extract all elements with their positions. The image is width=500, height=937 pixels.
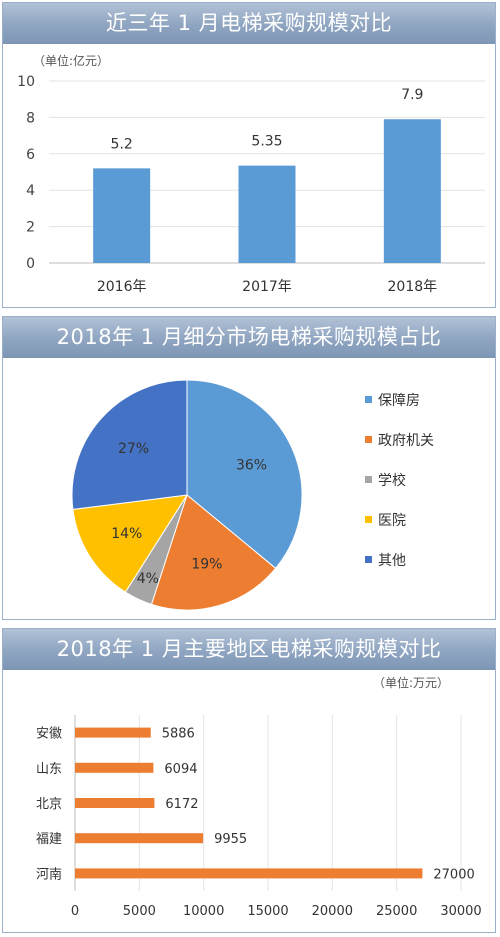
y-tick-label: 8 <box>26 110 35 126</box>
hbar-chart-regions: （单位:万元） 0 5000 10000 15000 20000 25000 30000 安徽 5… <box>36 675 482 919</box>
pie-slice-label: 4% <box>137 571 159 587</box>
bar-value-label: 5.2 <box>111 136 133 152</box>
x-tick-label: 2018年 <box>388 279 438 295</box>
legend-swatch <box>365 556 372 563</box>
legend-label: 学校 <box>378 472 406 489</box>
pie-slice-label: 14% <box>111 526 142 542</box>
pie-slice-政府机关 <box>150 494 277 611</box>
x-tick-label: 10000 <box>183 904 224 919</box>
chart-panel-regions: 2018年 1 月主要地区电梯采购规模对比 （单位:万元） 0 5000 10000 1… <box>2 628 496 933</box>
pie-slice-label: 36% <box>236 458 267 474</box>
y-tick-label: 4 <box>26 183 35 199</box>
legend-swatch <box>365 476 372 483</box>
legend-label: 保障房 <box>378 393 420 409</box>
legend-swatch <box>365 396 372 403</box>
y-tick-label: 河南 <box>36 866 62 882</box>
x-tick-label: 15000 <box>247 904 288 919</box>
chart-title-segments: 2018年 1 月细分市场电梯采购规模占比 <box>3 317 495 358</box>
x-tick-label: 25000 <box>376 904 417 919</box>
legend-label: 政府机关 <box>378 433 434 449</box>
bar-2018年 <box>383 119 441 263</box>
chart-panel-annual: 近三年 1 月电梯采购规模对比 （单位:亿元） 0 2 4 6 8 10 5.2 2016年 5.… <box>2 2 496 308</box>
x-tick-label: 20000 <box>312 904 353 919</box>
y-tick-label: 6 <box>26 147 35 163</box>
legend-label: 其他 <box>378 553 406 569</box>
chart-panel-segments: 2018年 1 月细分市场电梯采购规模占比 36% 19% 4% 14% 27% 保障房政… <box>2 316 496 620</box>
pie-slice-保障房 <box>186 379 303 570</box>
legend-label: 医院 <box>378 513 406 529</box>
y-tick-label: 0 <box>26 256 35 272</box>
x-tick-label: 2017年 <box>242 279 292 295</box>
y-tick-label: 山东 <box>36 762 62 777</box>
unit-label: （单位:万元） <box>373 675 449 690</box>
y-tick-label: 安徽 <box>36 727 62 742</box>
bar-福建 <box>75 833 204 844</box>
bar-2016年 <box>93 168 151 263</box>
legend-swatch <box>365 516 372 523</box>
chart-title-regions: 2018年 1 月主要地区电梯采购规模对比 <box>3 629 495 670</box>
unit-label: （单位:亿元） <box>33 53 109 68</box>
x-tick-label: 0 <box>71 904 79 919</box>
chart-title-annual: 近三年 1 月电梯采购规模对比 <box>3 3 495 44</box>
bar-chart-annual: （单位:亿元） 0 2 4 6 8 10 5.2 2016年 5.35 2017年 7.9 2018年 <box>17 53 485 295</box>
bar-value-label: 6172 <box>165 797 198 812</box>
y-tick-label: 2 <box>26 220 35 236</box>
bar-value-label: 6094 <box>164 762 197 777</box>
pie-slice-label: 19% <box>191 556 222 572</box>
bar-value-label: 5.35 <box>251 134 282 150</box>
x-tick-label: 5000 <box>123 904 156 919</box>
y-tick-label: 北京 <box>36 797 62 812</box>
bar-山东 <box>75 762 154 773</box>
bar-value-label: 27000 <box>433 867 474 882</box>
y-tick-label: 福建 <box>36 832 62 847</box>
bar-2017年 <box>238 165 296 263</box>
x-tick-label: 30000 <box>440 904 481 919</box>
bar-value-label: 9955 <box>214 832 247 847</box>
bar-北京 <box>75 798 155 808</box>
x-tick-label: 2016年 <box>97 279 147 295</box>
y-tick-label: 10 <box>17 74 35 90</box>
pie-slice-其他 <box>71 379 188 510</box>
pie-slice-医院 <box>72 494 188 593</box>
bar-河南 <box>75 868 423 879</box>
pie-slice-label: 27% <box>118 441 149 457</box>
bar-value-label: 5886 <box>162 727 195 742</box>
legend-swatch <box>365 436 372 443</box>
bar-value-label: 7.9 <box>401 87 423 103</box>
bar-安徽 <box>75 727 151 738</box>
